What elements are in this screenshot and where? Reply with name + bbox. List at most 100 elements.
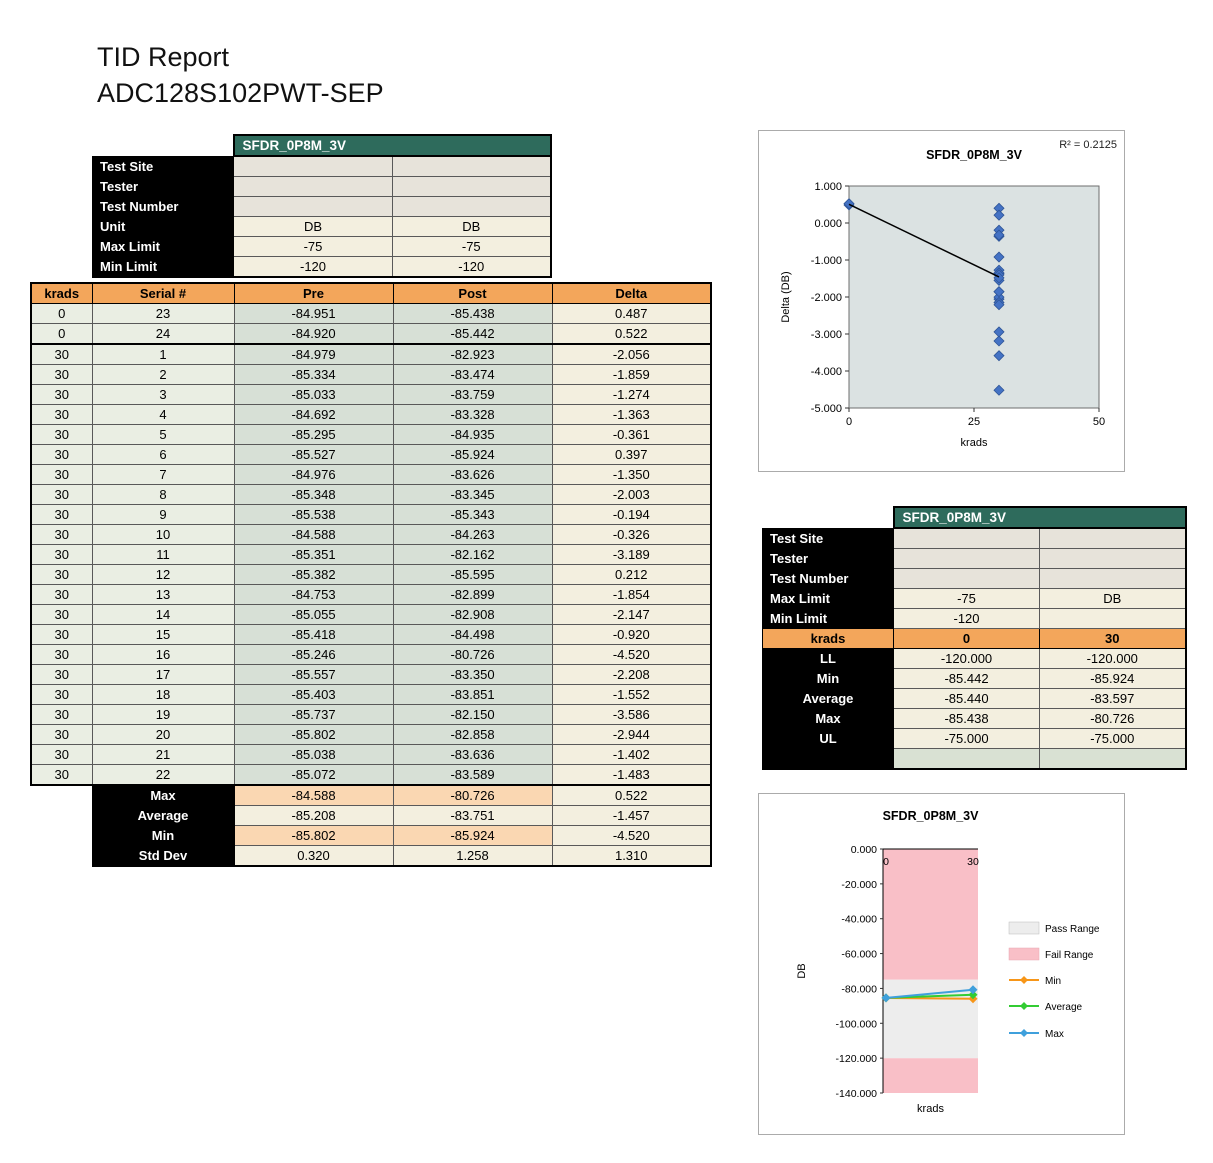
stats-row: krads 0 30	[762, 628, 1187, 649]
table-row: 30 7 -84.976 -83.626 -1.350	[30, 464, 712, 485]
cell-delta: 0.397	[551, 444, 712, 465]
cell-serial: 11	[91, 544, 235, 565]
cell-pre: -85.802	[233, 724, 394, 745]
table-row: 30 13 -84.753 -82.899 -1.854	[30, 584, 712, 605]
y-axis-title: DB	[796, 963, 808, 978]
info-row: Max Limit -75 -75	[92, 236, 552, 257]
measurements-table: krads Serial # Pre Post Delta 0 23 -84.951 -85.4…	[30, 282, 712, 867]
y-tick-label: -3.000	[811, 329, 842, 341]
table-row: 30 19 -85.737 -82.150 -3.586	[30, 704, 712, 725]
cell-delta: -0.194	[551, 504, 712, 525]
cell-serial: 24	[91, 323, 235, 345]
y-tick-label: -1.000	[811, 255, 842, 267]
post-value: DB	[391, 216, 552, 237]
table-title: SFDR_0P8M_3V	[232, 134, 552, 157]
stats-row: Average -85.440 -83.597	[762, 688, 1187, 709]
cell-pre: -84.753	[233, 584, 394, 605]
cell-serial: 23	[91, 303, 235, 324]
summary-label: Average	[91, 805, 235, 826]
table-row: 30 14 -85.055 -82.908 -2.147	[30, 604, 712, 625]
summary-row: Min -85.802 -85.924 -4.520	[31, 825, 712, 846]
table-row: 30 22 -85.072 -83.589 -1.483	[30, 764, 712, 786]
stats-row: Test Number	[762, 568, 1187, 589]
cell-post: -83.328	[392, 404, 553, 425]
cell-post: -83.350	[392, 664, 553, 685]
stats-row: Max -85.438 -80.726	[762, 708, 1187, 729]
cell-krads: 30	[30, 524, 93, 545]
cell-krads: 30	[30, 384, 93, 405]
cell-serial: 20	[91, 724, 235, 745]
pre-value: DB	[233, 216, 393, 237]
summary-delta: -1.457	[551, 805, 712, 826]
y-tick-label: 0.000	[814, 218, 842, 230]
cell-serial: 21	[91, 744, 235, 765]
cell-pre: -84.951	[233, 303, 394, 324]
cell-post: -84.935	[392, 424, 553, 445]
legend-label: Min	[1045, 976, 1061, 987]
cell-pre: -85.382	[233, 564, 394, 585]
table-row: 30 8 -85.348 -83.345 -2.003	[30, 484, 712, 505]
summary-pre: 0.320	[233, 845, 394, 867]
value-col30	[1038, 527, 1187, 549]
row-label: Test Number	[92, 196, 234, 217]
legend-label: Fail Range	[1045, 950, 1094, 961]
row-label: Min Limit	[762, 608, 894, 629]
column-header: Pre	[233, 282, 394, 304]
summary-row: Std Dev 0.320 1.258 1.310	[31, 845, 712, 867]
pre-value	[233, 155, 393, 177]
cell-pre: -84.920	[233, 323, 394, 345]
summary-delta: 1.310	[551, 845, 712, 867]
spacer-cell	[93, 135, 234, 156]
cell-krads: 30	[30, 664, 93, 685]
part-number: ADC128S102PWT-SEP	[97, 77, 384, 108]
cell-pre: -85.557	[233, 664, 394, 685]
cell-krads: 30	[30, 364, 93, 385]
cell-krads: 30	[30, 564, 93, 585]
cell-pre: -85.038	[233, 744, 394, 765]
cell-delta: -1.274	[551, 384, 712, 405]
table-row: 30 17 -85.557 -83.350 -2.208	[30, 664, 712, 685]
row-label: Test Site	[762, 527, 894, 549]
post-value	[391, 196, 552, 217]
column-header: Post	[392, 282, 553, 304]
cell-pre: -85.033	[233, 384, 394, 405]
spacer-cell	[31, 846, 92, 867]
cell-serial: 16	[91, 644, 235, 665]
cell-pre: -85.737	[233, 704, 394, 725]
value-col30: -120.000	[1038, 648, 1187, 669]
table-title: SFDR_0P8M_3V	[892, 506, 1187, 529]
row-label: Max Limit	[762, 588, 894, 609]
info-row: Tester	[92, 176, 552, 197]
cell-post: -82.908	[392, 604, 553, 625]
cell-serial: 1	[91, 343, 235, 365]
summary-post: 1.258	[392, 845, 553, 867]
row-label	[762, 748, 894, 770]
trendline	[848, 203, 1000, 278]
cell-krads: 30	[30, 624, 93, 645]
delta-scatter-chart: 1.000 0.000 -1.000 -2.000 -3.000 -4.000 -5.000…	[758, 130, 1125, 472]
summary-pre: -84.588	[233, 784, 394, 806]
chart-title: SFDR_0P8M_3V	[926, 148, 1023, 162]
value-col0: -75.000	[893, 728, 1040, 749]
value-col0: -85.442	[893, 668, 1040, 689]
info-row: Test Site	[92, 155, 552, 177]
cell-serial: 19	[91, 704, 235, 725]
cell-pre: -85.334	[233, 364, 394, 385]
table-row: 0 23 -84.951 -85.438 0.487	[30, 303, 712, 324]
cell-serial: 12	[91, 564, 235, 585]
cell-delta: -3.189	[551, 544, 712, 565]
spacer-cell	[31, 785, 92, 806]
measurements-block: krads Serial # Pre Post Delta 0 23 -84.951 -85.4…	[30, 282, 712, 867]
stats-row: UL -75.000 -75.000	[762, 728, 1187, 749]
value-col30: DB	[1038, 588, 1187, 609]
row-label: LL	[762, 648, 894, 669]
row-label: Unit	[92, 216, 234, 237]
value-col30: -83.597	[1038, 688, 1187, 709]
table-row: 30 1 -84.979 -82.923 -2.056	[30, 343, 712, 365]
y-tick-label: 0.000	[851, 844, 877, 856]
value-col0: -120	[893, 608, 1040, 629]
y-tick-label: -120.000	[836, 1053, 878, 1065]
cell-krads: 30	[30, 644, 93, 665]
value-col0: -120.000	[893, 648, 1040, 669]
